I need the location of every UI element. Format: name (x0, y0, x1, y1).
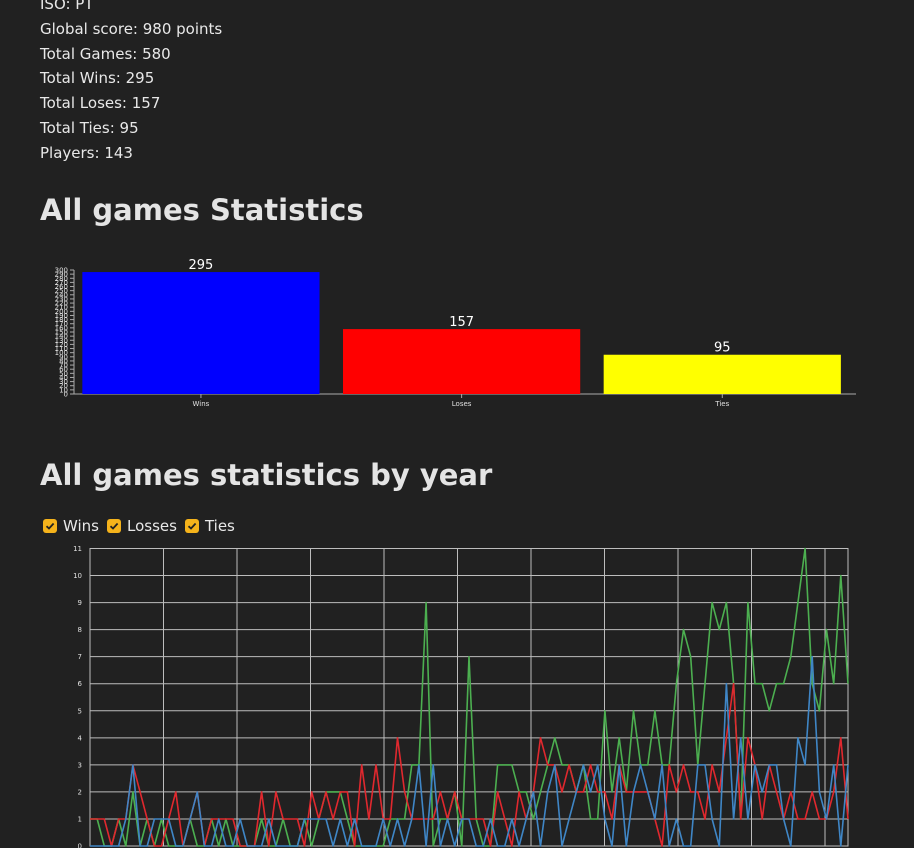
y-tick-label: 20 (59, 382, 68, 390)
checkbox-checked-icon[interactable] (184, 519, 199, 533)
players-count: Players: 143 (40, 143, 133, 162)
y-tick-label: 190 (55, 312, 68, 320)
y-tick-label: 60 (59, 366, 68, 374)
y-tick-label: 1 (78, 815, 82, 823)
y-tick-label: 90 (59, 353, 68, 361)
checkbox-checked-icon[interactable] (107, 519, 121, 533)
y-tick-label: 7 (78, 653, 82, 661)
y-tick-label: 30 (59, 378, 68, 386)
y-tick-label: 10 (59, 386, 68, 394)
y-tick-label: 150 (55, 329, 68, 337)
bar-loses (343, 329, 581, 394)
y-tick-label: 110 (55, 345, 68, 353)
y-tick-label: 0 (78, 843, 82, 848)
y-tick-label: 230 (55, 295, 68, 303)
total-games: Total Games: 580 (40, 44, 171, 63)
y-tick-label: 300 (55, 267, 68, 275)
global-score: Global score: 980 points (40, 19, 223, 38)
y-tick-label: 4 (78, 734, 83, 742)
y-tick-label: 6 (78, 680, 83, 688)
y-tick-label: 70 (59, 362, 68, 370)
y-tick-label: 180 (55, 316, 68, 324)
y-tick-label: 240 (55, 291, 68, 299)
y-tick-label: 50 (59, 370, 68, 378)
checkbox-checked-icon[interactable] (43, 519, 57, 533)
bar-wins (82, 272, 320, 394)
total-wins: Total Wins: 295 (40, 69, 155, 88)
legend-label-losses: Losses (127, 517, 177, 535)
legend-label-ties: Ties (204, 517, 235, 535)
y-tick-label: 260 (55, 283, 68, 291)
legend-item-ties[interactable]: Ties (184, 517, 235, 535)
y-tick-label: 3 (78, 761, 82, 769)
y-tick-label: 9 (78, 599, 82, 607)
y-tick-label: 0 (64, 391, 68, 399)
x-tick-label: Loses (452, 400, 472, 408)
all-games-bar-chart: 0102030405060708090100110120130140150160… (55, 258, 856, 408)
y-tick-label: 160 (55, 324, 68, 332)
legend-item-wins[interactable]: Wins (43, 517, 99, 535)
series-line-wins (90, 547, 849, 847)
y-tick-label: 80 (59, 357, 68, 365)
bar-value-label: 95 (714, 341, 731, 356)
country-stats: ISO: PT Global score: 980 points Total G… (40, 0, 222, 166)
y-tick-label: 280 (55, 275, 68, 283)
y-tick-label: 2 (78, 788, 82, 796)
bar-value-label: 157 (449, 315, 474, 330)
y-tick-label: 120 (55, 341, 68, 349)
y-tick-label: 130 (55, 337, 68, 345)
legend-label-wins: Wins (63, 517, 99, 535)
bar-value-label: 295 (189, 258, 214, 273)
total-loses: Total Loses: 157 (40, 94, 161, 113)
y-tick-label: 250 (55, 287, 68, 295)
y-tick-label: 220 (55, 300, 68, 308)
all-games-statistics-title: All games Statistics (40, 193, 364, 227)
y-tick-label: 11 (73, 545, 82, 553)
y-tick-label: 200 (55, 308, 68, 316)
y-tick-label: 210 (55, 304, 68, 312)
games-by-year-title: All games statistics by year (40, 458, 493, 492)
y-tick-label: 40 (59, 374, 68, 382)
y-tick-label: 5 (78, 707, 82, 715)
y-tick-label: 290 (55, 271, 68, 279)
y-tick-label: 8 (78, 626, 82, 634)
x-tick-label: Ties (714, 400, 729, 408)
legend-item-losses[interactable]: Losses (107, 517, 177, 535)
y-tick-label: 10 (73, 572, 82, 580)
bar-ties (603, 354, 841, 394)
y-tick-label: 270 (55, 279, 68, 287)
series-legend: Wins Losses Ties (43, 517, 243, 535)
series-line-ties (90, 655, 849, 847)
total-ties: Total Ties: 95 (40, 118, 139, 137)
x-tick-label: Wins (193, 400, 210, 408)
games-by-year-line-chart: 0 1 2 3 4 5 6 7 8 9 10 11 (73, 545, 849, 848)
y-tick-label: 100 (55, 349, 68, 357)
y-tick-label: 140 (55, 333, 68, 341)
y-tick-label: 170 (55, 320, 68, 328)
iso-code: ISO: PT (40, 0, 94, 13)
